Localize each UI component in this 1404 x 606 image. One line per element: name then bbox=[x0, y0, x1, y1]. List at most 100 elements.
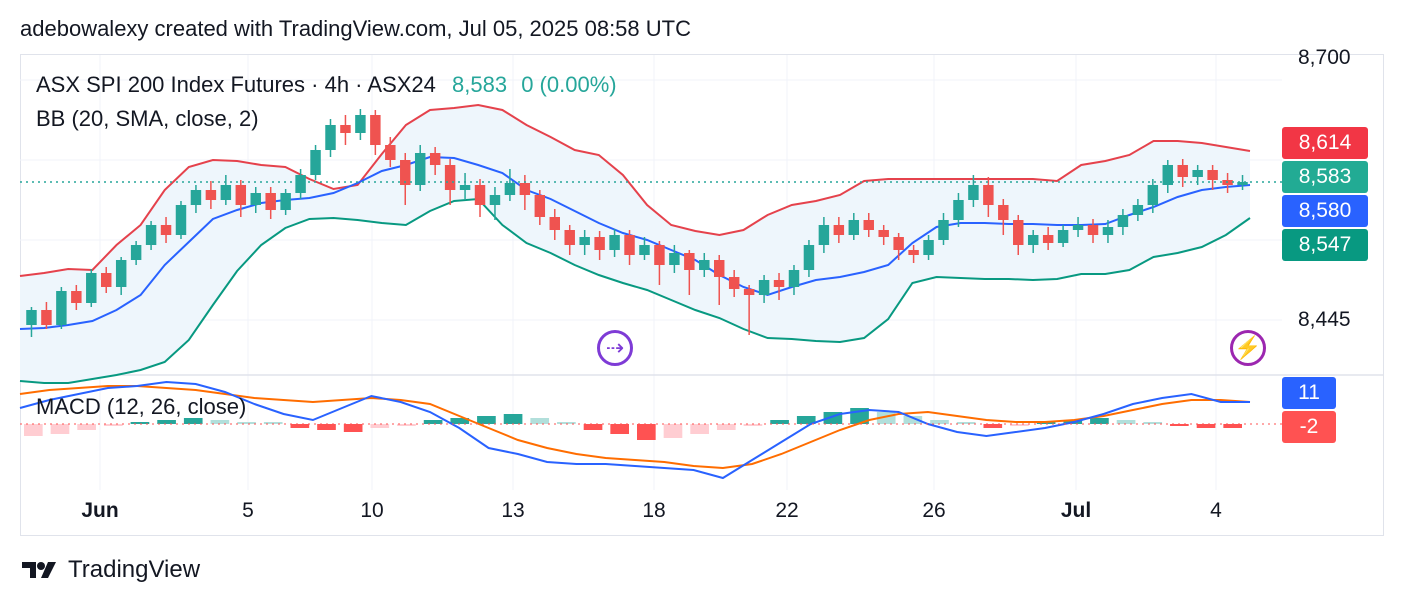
candle-body-53 bbox=[818, 225, 830, 245]
candle-body-33 bbox=[519, 183, 531, 195]
candle-body-39 bbox=[609, 235, 620, 250]
bb-legend[interactable]: BB (20, SMA, close, 2) bbox=[36, 106, 259, 131]
macd-hist-bar-1 bbox=[50, 424, 70, 434]
candle-body-44 bbox=[684, 253, 695, 270]
lower-band-tag: 8,547 bbox=[1282, 229, 1368, 261]
macd-hist-bar-16 bbox=[450, 418, 470, 424]
macd-hist-bar-19 bbox=[530, 418, 550, 424]
macd-hist-bar-45 bbox=[1223, 424, 1243, 428]
macd-tag: 11 bbox=[1282, 377, 1336, 409]
macd-hist-bar-13 bbox=[370, 424, 390, 428]
candle-body-75 bbox=[1147, 185, 1159, 205]
upper-band-tag: 8,614 bbox=[1282, 127, 1368, 159]
macd-hist-bar-5 bbox=[157, 420, 176, 424]
candle-body-81 bbox=[1237, 182, 1248, 185]
x-tick-label-6: 26 bbox=[922, 499, 945, 522]
candle-body-16 bbox=[265, 193, 276, 210]
candle-body-59 bbox=[908, 250, 919, 255]
candle-body-79 bbox=[1207, 170, 1218, 180]
candle-body-9 bbox=[160, 225, 172, 235]
macd-hist-bar-26 bbox=[716, 424, 736, 430]
candle-body-14 bbox=[235, 185, 247, 205]
macd-hist-bar-10 bbox=[290, 424, 310, 428]
price-tick-top: 8,700 bbox=[1298, 46, 1351, 69]
candle-body-41 bbox=[639, 245, 650, 255]
candle-body-3 bbox=[71, 291, 82, 303]
macd-hist-bar-41 bbox=[1116, 420, 1136, 424]
candle-body-47 bbox=[728, 277, 740, 289]
candle-body-40 bbox=[624, 235, 635, 255]
candle-body-5 bbox=[100, 273, 112, 287]
macd-hist-bar-40 bbox=[1090, 418, 1109, 424]
candle-body-65 bbox=[998, 205, 1009, 220]
lightning-icon[interactable]: ⚡ bbox=[1230, 330, 1266, 366]
macd-line bbox=[19, 380, 1250, 480]
candle-body-18 bbox=[295, 175, 306, 193]
candle-body-23 bbox=[370, 115, 381, 145]
macd-hist-bar-15 bbox=[423, 420, 443, 424]
x-tick-label-1: 5 bbox=[242, 499, 254, 522]
candle-body-35 bbox=[549, 217, 561, 230]
macd-hist-bar-28 bbox=[770, 420, 789, 424]
macd-legend[interactable]: MACD (12, 26, close) bbox=[36, 394, 247, 419]
arrow-right-circle-icon[interactable]: ⇢ bbox=[597, 330, 633, 366]
bb-fill bbox=[20, 105, 1250, 383]
x-tick-label-8: 4 bbox=[1210, 499, 1222, 522]
x-tick-label-5: 22 bbox=[775, 499, 798, 522]
macd-hist-bar-35 bbox=[956, 422, 976, 424]
candle-body-56 bbox=[863, 220, 874, 230]
candle-body-63 bbox=[968, 185, 979, 200]
candle-body-34 bbox=[534, 195, 546, 217]
last-price: 8,583 bbox=[452, 72, 508, 97]
chart-caption: adebowalexy created with TradingView.com… bbox=[20, 16, 691, 41]
candle-body-27 bbox=[429, 153, 441, 165]
macd-hist-bar-33 bbox=[903, 416, 923, 424]
candle-body-4 bbox=[86, 273, 97, 303]
macd-hist-bar-12 bbox=[343, 424, 363, 432]
macd-hist-bar-8 bbox=[237, 422, 256, 424]
candle-body-31 bbox=[489, 195, 501, 205]
macd-hist-bar-9 bbox=[263, 422, 283, 424]
candle-body-11 bbox=[190, 190, 202, 205]
histogram-tag: -2 bbox=[1282, 411, 1336, 443]
macd-hist-bar-25 bbox=[690, 424, 709, 434]
candle-body-77 bbox=[1177, 165, 1188, 177]
candle-body-25 bbox=[400, 160, 411, 185]
candle-body-21 bbox=[340, 125, 351, 133]
macd-hist-bar-22 bbox=[610, 424, 630, 434]
candle-body-70 bbox=[1072, 225, 1084, 230]
bb-upper-line bbox=[19, 103, 1251, 277]
macd-hist-bar-2 bbox=[77, 424, 96, 430]
macd-hist-bar-36 bbox=[983, 424, 1003, 428]
candle-body-66 bbox=[1013, 220, 1024, 245]
candle-body-51 bbox=[788, 270, 800, 287]
candle-body-12 bbox=[205, 190, 217, 200]
candle-body-55 bbox=[848, 220, 860, 235]
macd-hist-bar-37 bbox=[1010, 424, 1029, 426]
x-tick-label-2: 10 bbox=[360, 499, 383, 522]
candle-body-45 bbox=[699, 260, 710, 270]
macd-hist-bar-7 bbox=[210, 420, 230, 424]
candle-body-17 bbox=[280, 193, 291, 210]
macd-hist-bar-14 bbox=[397, 424, 416, 426]
macd-hist-bar-4 bbox=[130, 422, 150, 424]
candle-body-38 bbox=[594, 237, 605, 250]
candle-body-57 bbox=[878, 230, 889, 237]
macd-hist-bar-34 bbox=[930, 420, 949, 424]
candle-body-26 bbox=[414, 153, 426, 185]
macd-hist-bar-23 bbox=[637, 424, 656, 440]
candle-body-54 bbox=[833, 225, 845, 235]
x-tick-label-4: 18 bbox=[642, 499, 665, 522]
candle-body-71 bbox=[1087, 225, 1099, 235]
macd-hist-bar-43 bbox=[1170, 424, 1189, 426]
candle-body-42 bbox=[654, 245, 665, 265]
candle-body-6 bbox=[115, 260, 127, 287]
candle-body-52 bbox=[803, 245, 815, 270]
candle-body-7 bbox=[130, 245, 142, 260]
candle-body-50 bbox=[773, 280, 785, 287]
symbol-legend[interactable]: ASX SPI 200 Index Futures · 4h · ASX24 8… bbox=[36, 72, 617, 98]
candle-body-68 bbox=[1042, 235, 1054, 243]
symbol-title: ASX SPI 200 Index Futures · 4h · ASX24 bbox=[36, 72, 436, 97]
candle-body-15 bbox=[250, 193, 261, 205]
